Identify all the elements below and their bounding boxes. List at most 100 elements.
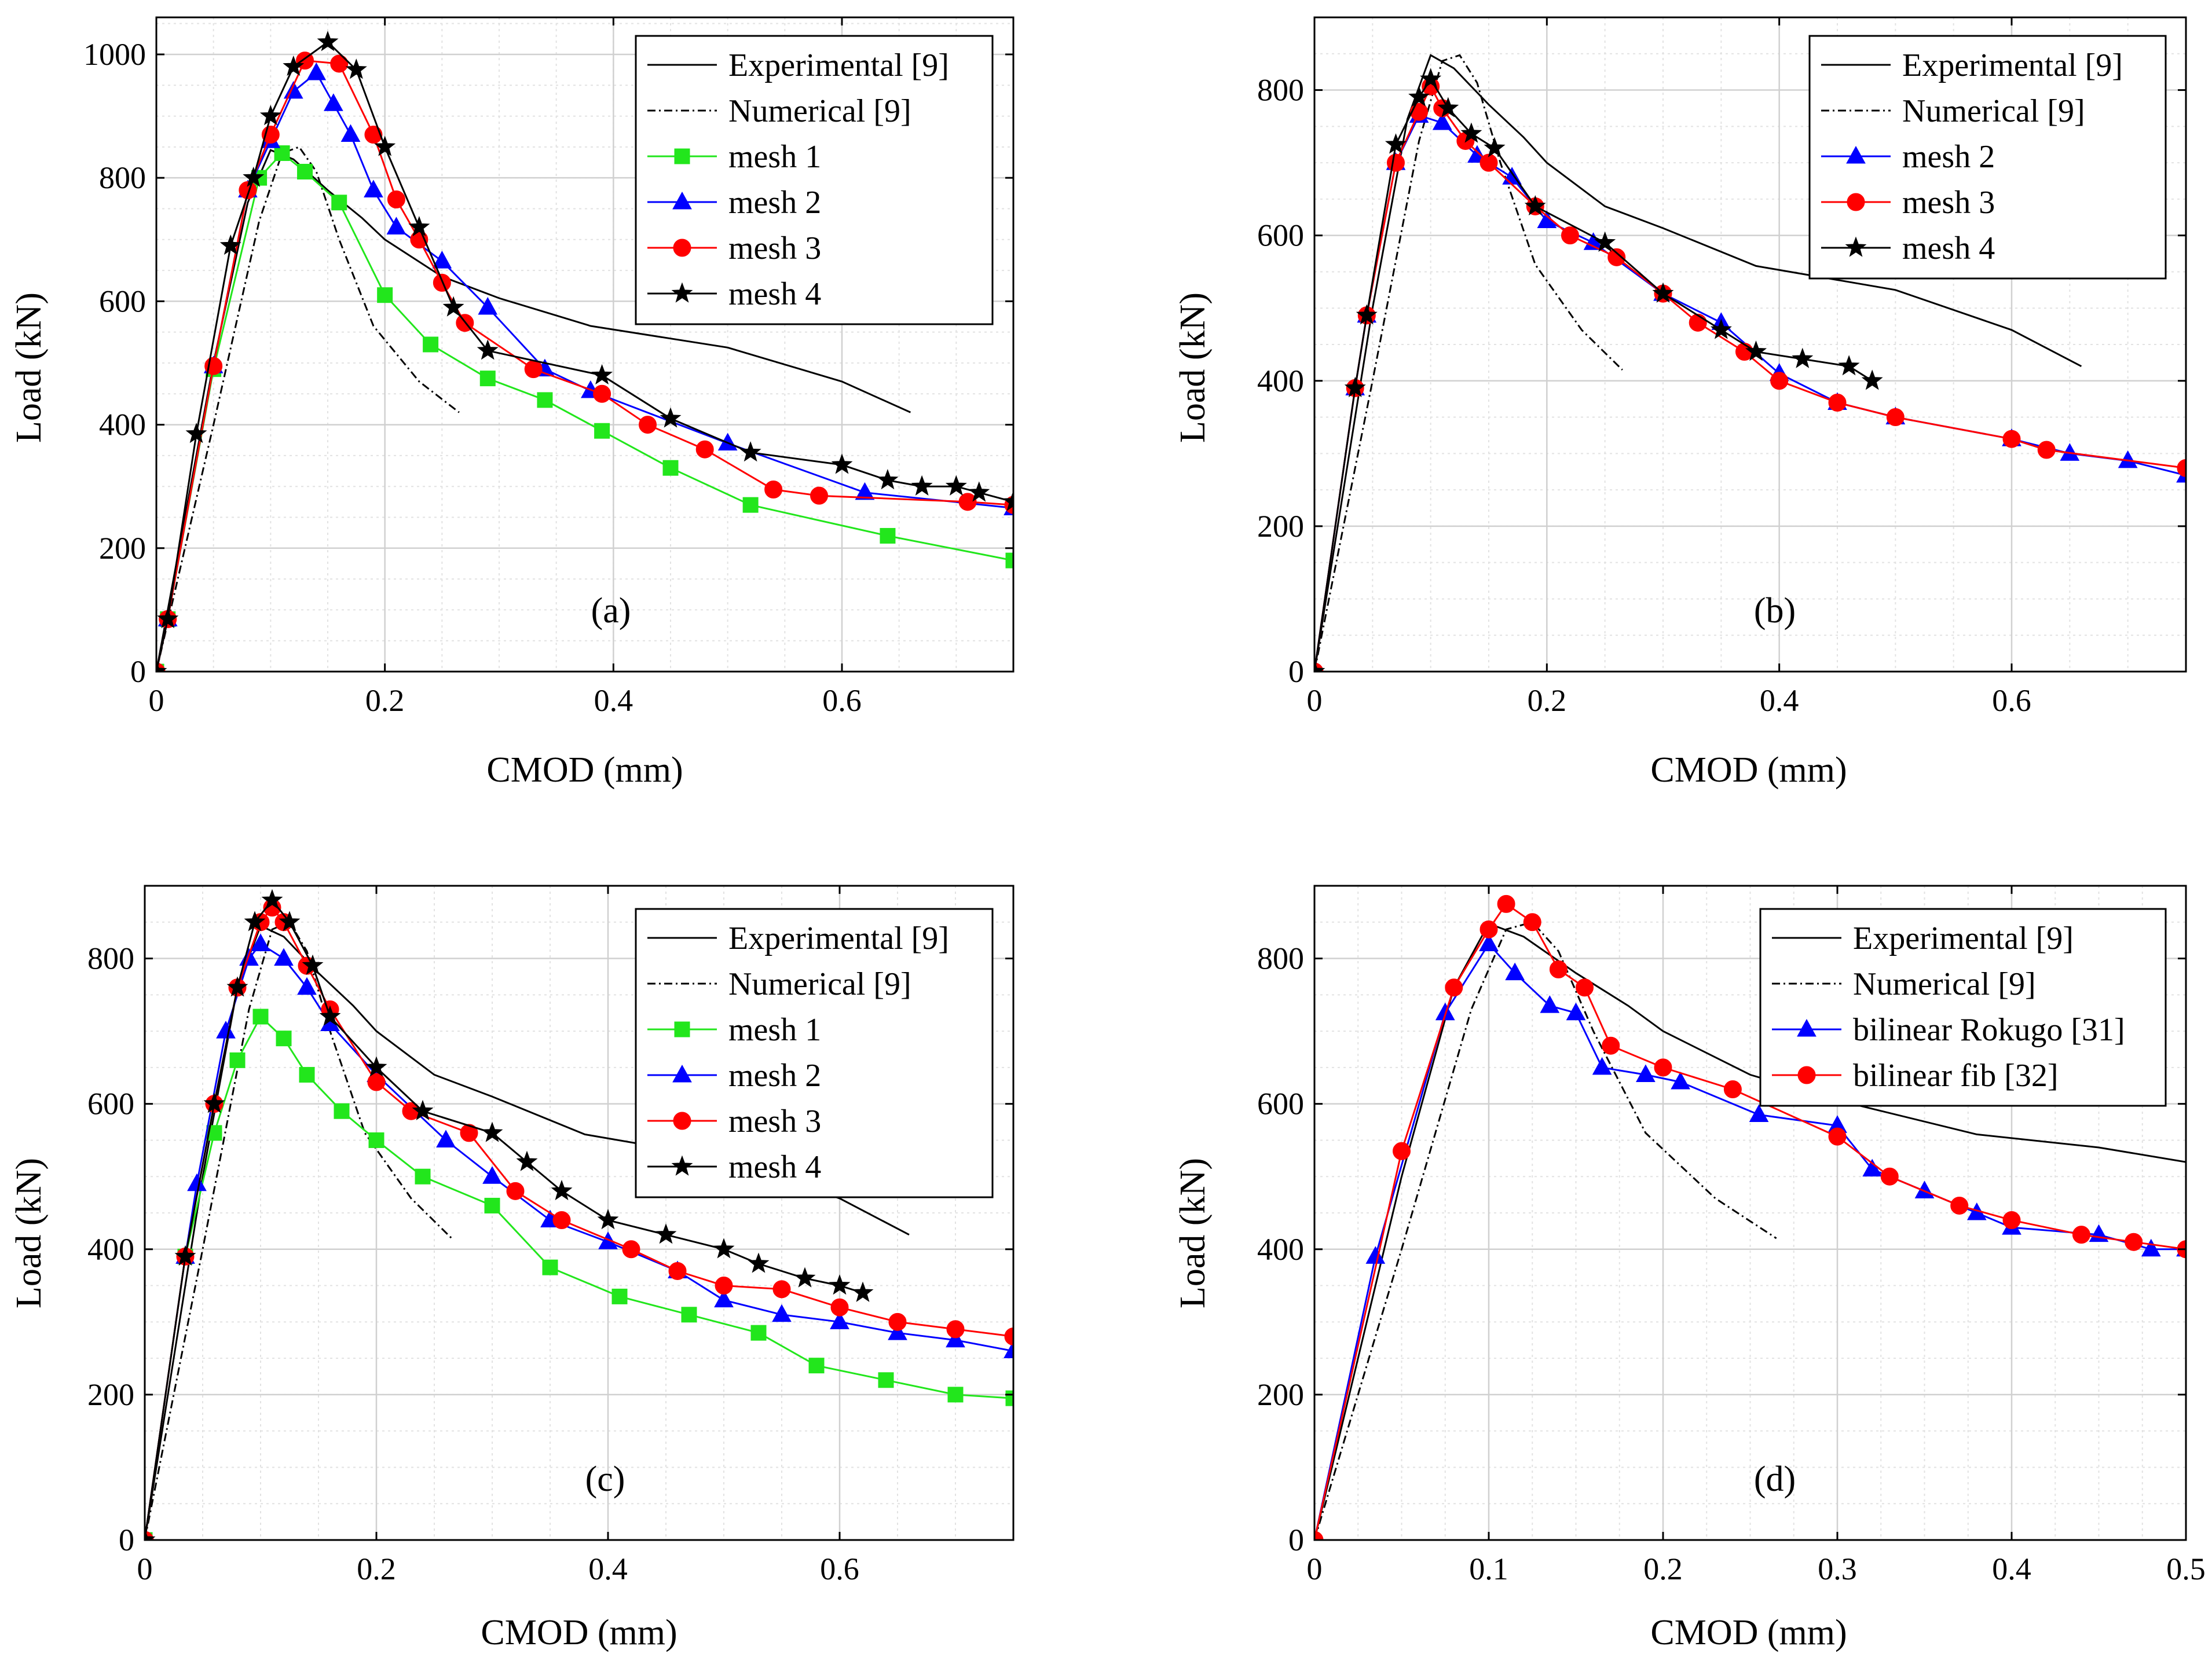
panel-b: 0 0.2 0.4 0.6 0 200 400 600 800 Experimental [9] N…	[1173, 16, 2187, 790]
data-point-mesh1	[878, 1372, 894, 1388]
series-line-mesh4	[156, 41, 1013, 672]
data-point-mesh2	[1505, 962, 1525, 981]
series-line-mesh3	[1314, 903, 2186, 1540]
data-point-mesh2	[251, 933, 270, 951]
data-point-mesh3	[1386, 153, 1405, 172]
data-point-mesh1	[750, 1325, 767, 1341]
data-point-mesh4	[852, 1281, 874, 1302]
legend-entry-label: Numerical [9]	[1853, 966, 2036, 1002]
data-point-mesh3	[810, 486, 829, 505]
y-tick-label: 400	[99, 408, 146, 442]
data-point-mesh1	[681, 1307, 697, 1323]
data-point-mesh4	[597, 1209, 619, 1230]
legend-entry-label: mesh 1	[728, 1012, 821, 1048]
data-point-mesh2	[1479, 933, 1499, 951]
panel-a-label: (a)	[591, 591, 631, 630]
data-point-mesh3	[239, 181, 257, 199]
data-point-mesh4	[748, 1252, 770, 1273]
data-point-mesh2	[1540, 995, 1560, 1013]
panel-c-plot-area: 0 0.2 0.4 0.6 0 200 400 600 800 Experimental [9] N…	[87, 885, 1015, 1586]
panel-d: 0 0.1 0.2 0.3 0.4 0.5 0 200 400 600 800 Experimenta…	[1173, 885, 2206, 1652]
panel-a-plot-area: 0 0.2 0.4 0.6 0 200 400 600 800 1000 Experimental …	[83, 16, 1015, 718]
data-point-mesh3	[1654, 1058, 1672, 1077]
data-point-mesh3	[1497, 894, 1515, 913]
data-point-mesh4	[877, 469, 899, 490]
data-point-mesh3	[1004, 1327, 1013, 1345]
series-mesh3	[1314, 77, 2186, 672]
data-point-mesh2	[1671, 1071, 1690, 1090]
panel-a-axes: 0 0.2 0.4 0.6 0 200 400 600 800 1000	[83, 16, 1015, 718]
y-tick-label: 800	[87, 941, 134, 976]
data-point-mesh4	[968, 481, 990, 502]
series-mesh4	[1314, 68, 1883, 672]
data-point-mesh3	[1770, 372, 1789, 390]
x-tick-label: 0	[1307, 1552, 1323, 1586]
data-point-mesh2	[324, 93, 343, 111]
data-point-mesh1	[880, 527, 896, 544]
legend-box	[635, 35, 994, 325]
legend-marker-mesh3	[1797, 1066, 1816, 1084]
series-line-numerical	[1314, 54, 1623, 672]
x-tick-label: 0.2	[1528, 683, 1567, 718]
data-point-mesh2	[297, 977, 317, 995]
data-point-mesh1	[479, 371, 496, 387]
data-point-mesh4	[345, 58, 367, 79]
data-point-mesh4	[1408, 86, 1430, 107]
data-point-mesh4	[1314, 660, 1325, 672]
data-point-mesh3	[2002, 1211, 2021, 1230]
data-point-mesh3	[830, 1298, 849, 1317]
panel-a-legend: Experimental [9] Numerical [9] mesh 1 mesh …	[635, 35, 994, 325]
panel-b-legend: Experimental [9] Numerical [9] mesh 2 mesh …	[1808, 35, 2167, 280]
data-point-mesh1	[423, 336, 439, 353]
data-point-mesh4	[157, 607, 179, 629]
data-point-mesh3	[2072, 1226, 2090, 1244]
data-point-mesh4	[259, 105, 281, 126]
data-point-mesh3	[772, 1280, 791, 1299]
data-point-mesh4	[283, 55, 305, 76]
data-point-mesh2	[1432, 112, 1452, 130]
y-tick-label: 0	[119, 1523, 134, 1557]
data-point-mesh4	[365, 1056, 387, 1077]
series-line-numerical	[156, 146, 460, 672]
y-tick-label: 200	[99, 531, 146, 566]
panel-c-label: (c)	[585, 1460, 625, 1499]
data-point-mesh3	[1602, 1036, 1620, 1055]
data-point-mesh4	[1002, 490, 1013, 511]
x-tick-label: 0	[1307, 683, 1323, 718]
data-point-mesh3	[1886, 408, 1905, 427]
data-point-mesh3	[946, 1320, 965, 1339]
data-point-mesh3	[888, 1312, 907, 1331]
data-point-mesh2	[1592, 1057, 1612, 1075]
x-tick-label: 0.4	[1992, 1552, 2031, 1586]
data-point-mesh4	[516, 1150, 538, 1171]
data-point-mesh4	[1484, 137, 1506, 157]
panel-c-axes: 0 0.2 0.4 0.6 0 200 400 600 800	[87, 885, 1015, 1586]
axes-box	[1313, 885, 2187, 1541]
data-point-mesh3	[1445, 978, 1463, 997]
data-point-mesh4	[261, 889, 283, 910]
data-point-mesh3	[1561, 226, 1579, 245]
series-line-mesh3	[145, 906, 1013, 1540]
legend-entry-label: mesh 1	[728, 139, 821, 175]
data-point-mesh4	[911, 475, 933, 496]
axes-box	[144, 885, 1015, 1541]
series-mesh3	[1314, 894, 2186, 1540]
data-point-mesh3	[764, 481, 783, 499]
x-tick-label: 0.2	[1643, 1552, 1683, 1586]
panel-d-xlabel: CMOD (mm)	[1650, 1613, 1847, 1652]
data-point-mesh2	[386, 217, 406, 234]
data-point-mesh4	[302, 954, 324, 975]
data-point-mesh1	[276, 1031, 292, 1047]
x-tick-label: 0	[137, 1552, 153, 1586]
data-point-mesh2	[830, 1311, 849, 1329]
legend-marker-mesh2	[672, 191, 692, 210]
x-tick-label: 0.6	[820, 1552, 859, 1586]
x-tick-label: 0.2	[365, 683, 405, 718]
data-point-mesh4	[1524, 195, 1546, 216]
panel-b-xlabel: CMOD (mm)	[1650, 750, 1847, 790]
data-point-mesh1	[415, 1168, 431, 1185]
data-point-mesh4	[244, 911, 266, 932]
data-point-mesh3	[506, 1182, 525, 1200]
panel-a: 0 0.2 0.4 0.6 0 200 400 600 800 1000 Experimental …	[9, 16, 1015, 790]
data-point-mesh4	[794, 1267, 816, 1288]
